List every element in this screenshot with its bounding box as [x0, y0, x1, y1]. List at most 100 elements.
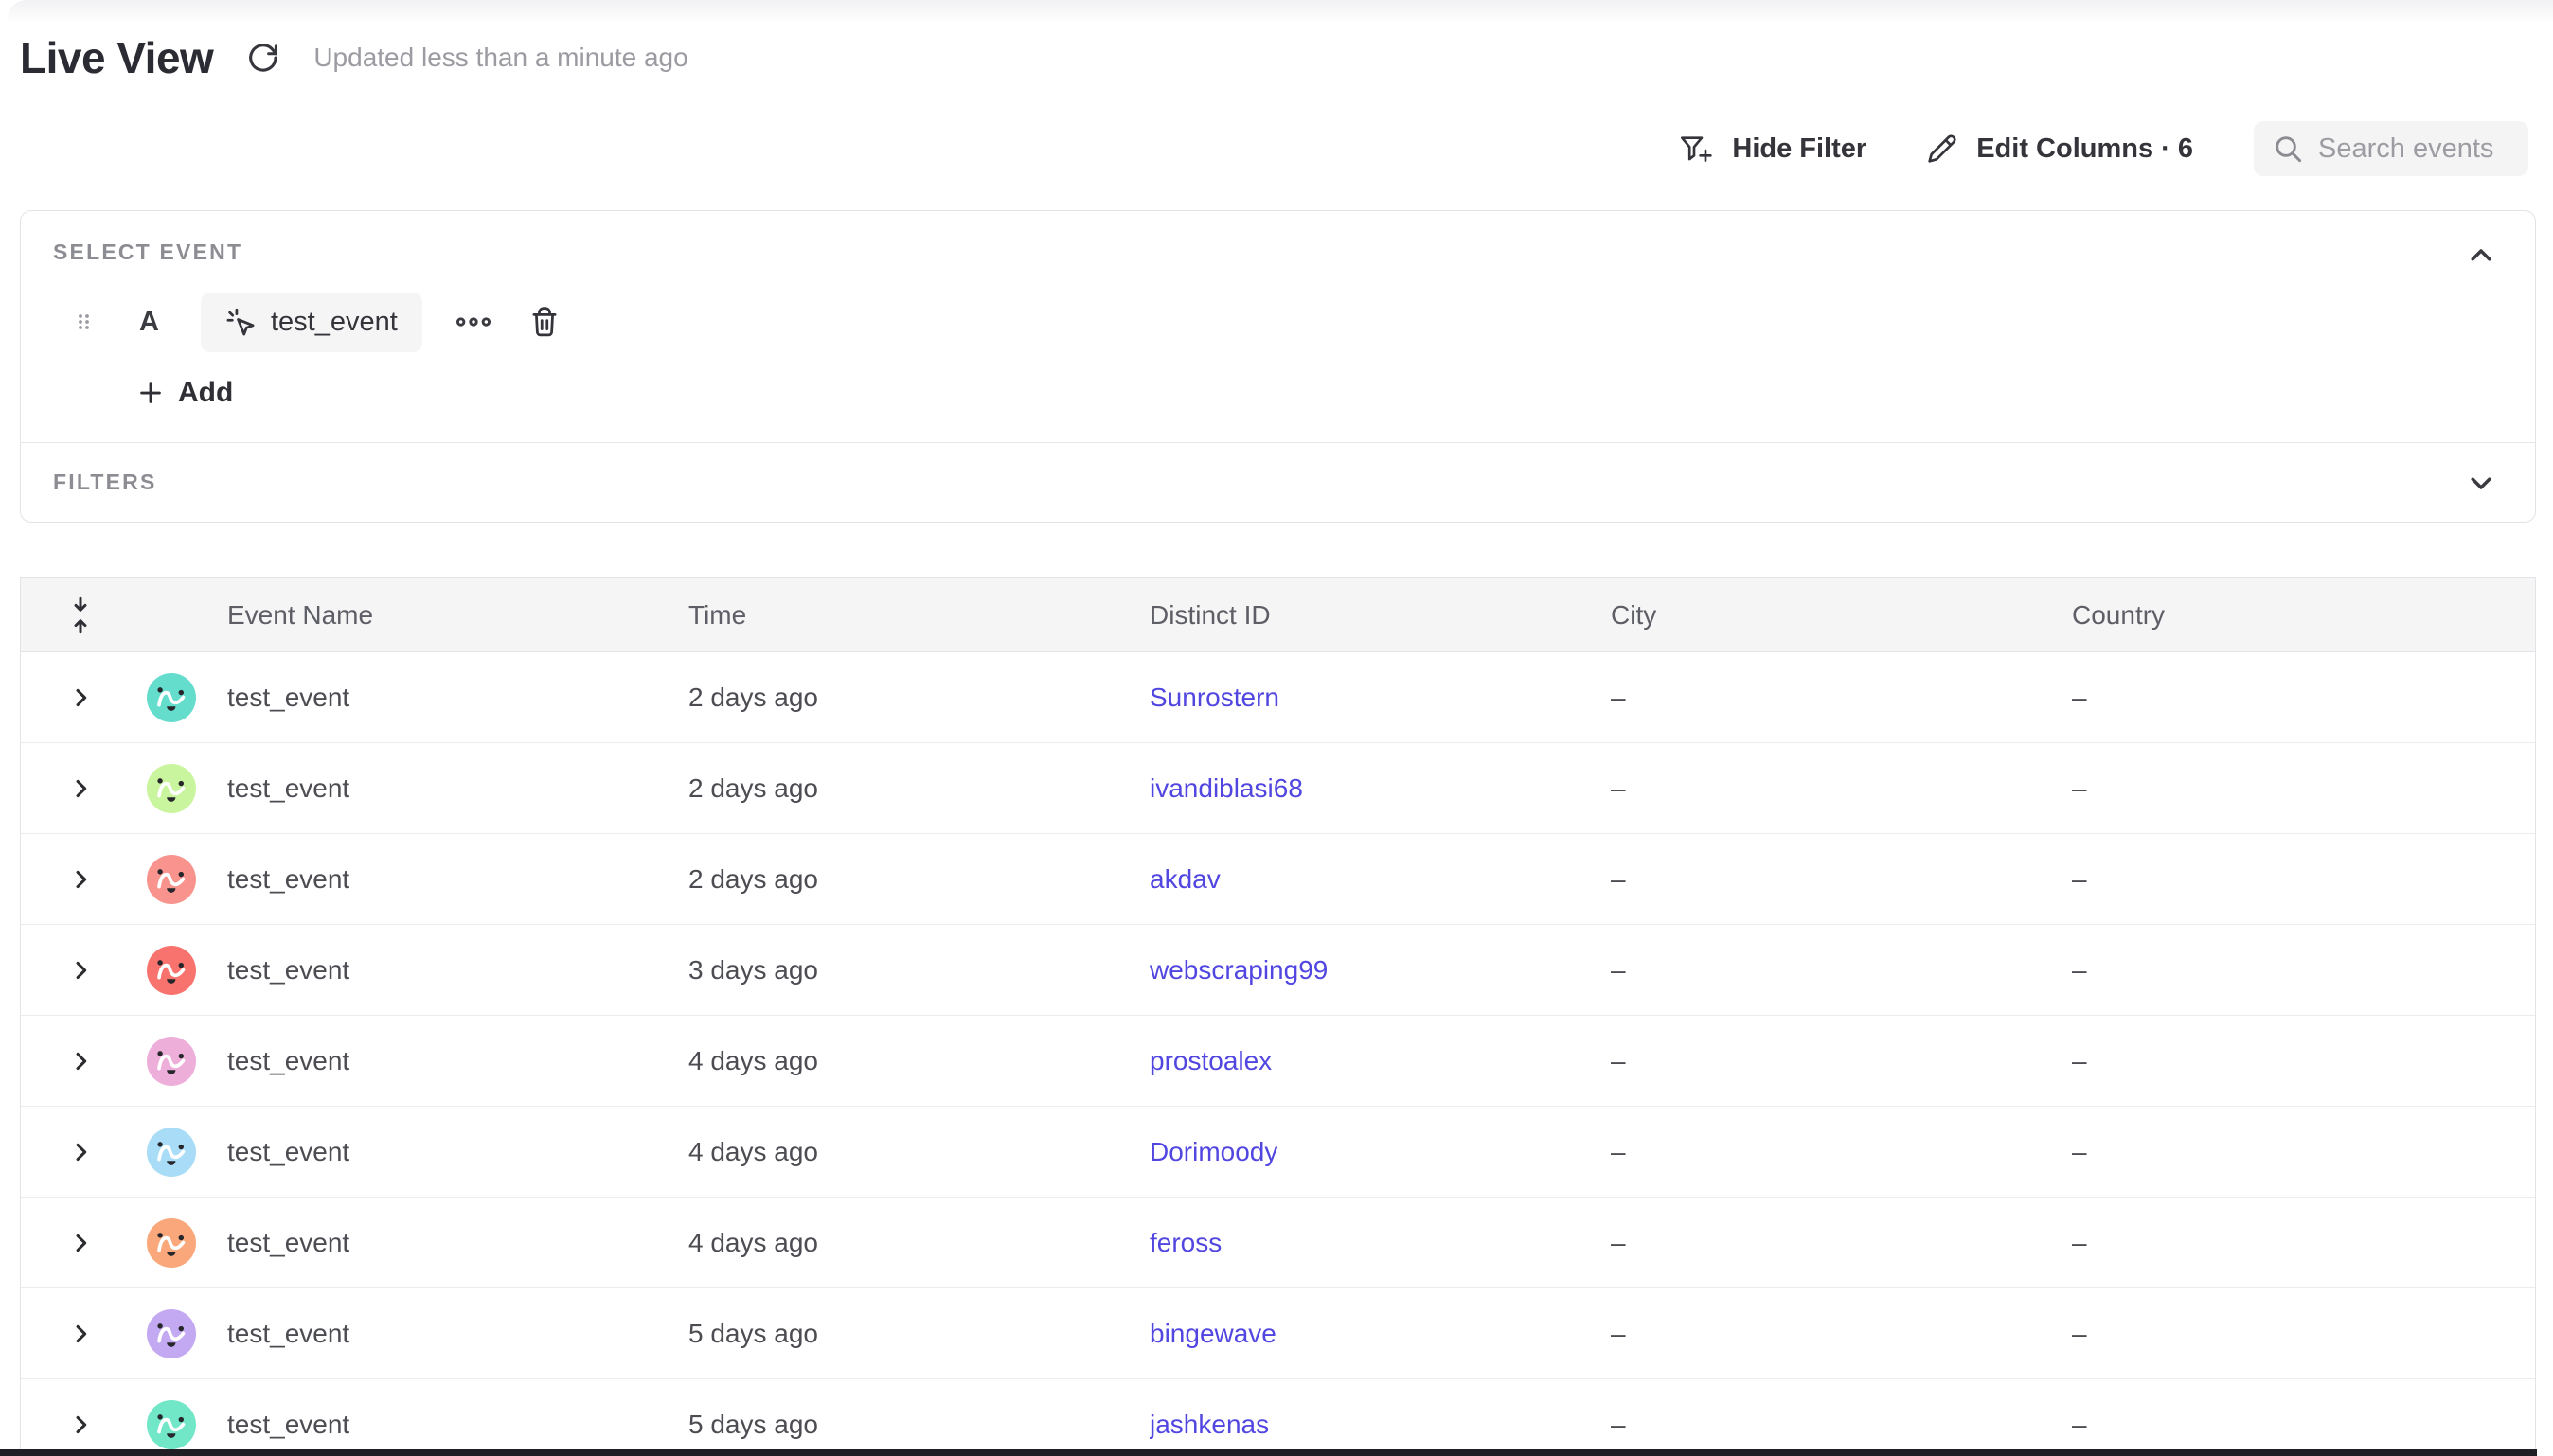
table-row[interactable]: test_event 2 days ago ivandiblasi68 – – [21, 743, 2535, 834]
table-row[interactable]: test_event 2 days ago akdav – – [21, 834, 2535, 925]
chevron-right-icon[interactable] [67, 866, 94, 893]
toolbar: Hide Filter Edit Columns · 6 [0, 121, 2553, 176]
plus-icon [136, 379, 165, 407]
avatar [147, 1217, 196, 1268]
avatar [147, 1036, 196, 1086]
pencil-icon [1927, 133, 1957, 164]
city-cell: – [1611, 682, 1626, 712]
chevron-right-icon[interactable] [67, 684, 94, 711]
search-box[interactable] [2254, 121, 2528, 176]
bottom-dark-bar [0, 1449, 2537, 1456]
table-row[interactable]: test_event 5 days ago jashkenas – – [21, 1379, 2535, 1456]
event-select-button[interactable]: test_event [200, 292, 422, 352]
refresh-icon [247, 42, 279, 74]
updated-status-text: Updated less than a minute ago [313, 43, 688, 72]
collapse-rows-button[interactable] [64, 595, 97, 636]
edit-columns-button[interactable]: Edit Columns · 6 [1927, 133, 2193, 165]
chevron-right-icon[interactable] [67, 1412, 94, 1438]
chevron-down-icon [2467, 469, 2495, 497]
chevron-right-icon[interactable] [67, 1048, 94, 1074]
chevron-right-icon[interactable] [67, 1321, 94, 1347]
search-input[interactable] [2318, 133, 2509, 165]
table-row[interactable]: test_event 4 days ago feross – – [21, 1198, 2535, 1288]
table-row[interactable]: test_event 5 days ago bingewave – – [21, 1288, 2535, 1379]
table-row[interactable]: test_event 4 days ago prostoalex – – [21, 1016, 2535, 1107]
table-row[interactable]: test_event 4 days ago Dorimoody – – [21, 1107, 2535, 1198]
chevron-right-icon[interactable] [67, 775, 94, 802]
column-header-country: Country [2072, 599, 2166, 630]
column-header-event-name: Event Name [227, 599, 374, 630]
events-table: Event Name Time Distinct ID City Country [20, 577, 2536, 1456]
distinct-id-link[interactable]: jashkenas [1150, 1409, 1270, 1439]
more-options-button[interactable] [455, 311, 492, 333]
table-row[interactable]: test_event 2 days ago Sunrostern – – [21, 652, 2535, 743]
country-cell: – [2072, 772, 2087, 803]
time-cell: 2 days ago [688, 863, 818, 894]
event-name-cell: test_event [227, 682, 350, 712]
country-cell: – [2072, 1409, 2087, 1439]
event-name-cell: test_event [227, 1409, 350, 1439]
chevron-right-icon[interactable] [67, 1139, 94, 1165]
city-cell: – [1611, 863, 1626, 894]
time-cell: 4 days ago [688, 1227, 818, 1257]
add-event-button[interactable]: Add [136, 377, 233, 409]
select-event-section: SELECT EVENT A [21, 211, 2535, 442]
event-row-letter: A [139, 306, 159, 337]
city-cell: – [1611, 1318, 1626, 1348]
top-edge-fade [8, 0, 2553, 23]
avatar [147, 1399, 196, 1449]
chevron-right-icon[interactable] [67, 957, 94, 984]
filters-label: FILTERS [53, 470, 157, 494]
edit-columns-label: Edit Columns · 6 [1976, 133, 2193, 164]
collapse-vertical-icon [64, 595, 97, 636]
column-header-city: City [1611, 599, 1657, 630]
hide-filter-button[interactable]: Hide Filter [1679, 133, 1866, 165]
table-body: test_event 2 days ago Sunrostern – – [21, 652, 2535, 1456]
distinct-id-link[interactable]: webscraping99 [1150, 954, 1329, 985]
select-event-label: SELECT EVENT [53, 240, 243, 264]
distinct-id-link[interactable]: bingewave [1150, 1318, 1276, 1348]
country-cell: – [2072, 682, 2087, 712]
city-cell: – [1611, 772, 1626, 803]
avatar [147, 945, 196, 995]
avatar [147, 763, 196, 813]
city-cell: – [1611, 1045, 1626, 1075]
hide-filter-label: Hide Filter [1732, 133, 1867, 164]
chevron-up-icon [2467, 241, 2495, 270]
table-row[interactable]: test_event 3 days ago webscraping99 – – [21, 925, 2535, 1016]
distinct-id-link[interactable]: feross [1150, 1227, 1223, 1257]
time-cell: 5 days ago [688, 1318, 818, 1348]
country-cell: – [2072, 954, 2087, 985]
delete-event-button[interactable] [528, 305, 561, 339]
distinct-id-link[interactable]: ivandiblasi68 [1150, 772, 1303, 803]
chevron-right-icon[interactable] [67, 1230, 94, 1256]
city-cell: – [1611, 1136, 1626, 1166]
time-cell: 2 days ago [688, 772, 818, 803]
refresh-button[interactable] [247, 42, 279, 74]
column-header-time: Time [688, 599, 747, 630]
page-title: Live View [20, 33, 214, 82]
drag-handle[interactable] [76, 311, 92, 333]
distinct-id-link[interactable]: prostoalex [1150, 1045, 1273, 1075]
time-cell: 3 days ago [688, 954, 818, 985]
distinct-id-link[interactable]: Dorimoody [1150, 1136, 1278, 1166]
filter-plus-icon [1679, 133, 1713, 165]
event-name-cell: test_event [227, 954, 350, 985]
time-cell: 5 days ago [688, 1409, 818, 1439]
column-header-distinct-id: Distinct ID [1150, 599, 1271, 630]
distinct-id-link[interactable]: akdav [1150, 863, 1221, 894]
event-name-cell: test_event [227, 772, 350, 803]
filters-section[interactable]: FILTERS [21, 442, 2535, 522]
avatar [147, 854, 196, 904]
country-cell: – [2072, 1227, 2087, 1257]
country-cell: – [2072, 1318, 2087, 1348]
event-name-cell: test_event [227, 1227, 350, 1257]
table-header-row: Event Name Time Distinct ID City Country [21, 578, 2535, 652]
time-cell: 2 days ago [688, 682, 818, 712]
event-name-cell: test_event [227, 1318, 350, 1348]
avatar [147, 1127, 196, 1177]
collapse-section-button[interactable] [2467, 241, 2495, 270]
distinct-id-link[interactable]: Sunrostern [1150, 682, 1279, 712]
event-select-label: test_event [270, 306, 398, 337]
trash-icon [528, 305, 561, 339]
